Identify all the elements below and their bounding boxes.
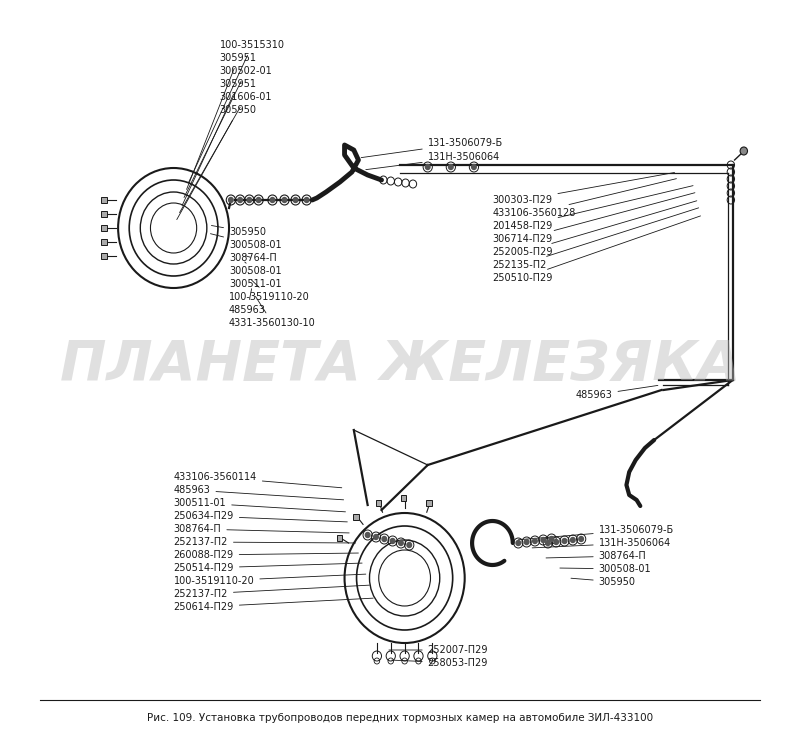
Circle shape bbox=[579, 537, 583, 542]
Text: 300511-01: 300511-01 bbox=[174, 498, 346, 512]
FancyBboxPatch shape bbox=[102, 211, 107, 217]
Text: 258053-П29: 258053-П29 bbox=[392, 658, 488, 668]
Circle shape bbox=[294, 198, 298, 203]
FancyBboxPatch shape bbox=[102, 253, 107, 259]
Text: 201458-П29: 201458-П29 bbox=[493, 186, 693, 231]
Text: 305950: 305950 bbox=[571, 577, 636, 587]
FancyBboxPatch shape bbox=[102, 225, 107, 231]
Text: 131-3506079-Б: 131-3506079-Б bbox=[518, 525, 674, 539]
FancyBboxPatch shape bbox=[102, 197, 107, 203]
Text: 300502-01: 300502-01 bbox=[184, 66, 273, 198]
Text: 260088-П29: 260088-П29 bbox=[174, 550, 358, 560]
Text: 250614-П29: 250614-П29 bbox=[174, 598, 373, 612]
FancyBboxPatch shape bbox=[401, 495, 406, 501]
Text: Рис. 109. Установка трубопроводов передних тормозных камер на автомобиле ЗИЛ-433: Рис. 109. Установка трубопроводов передн… bbox=[147, 713, 653, 723]
Text: 300511-01: 300511-01 bbox=[229, 272, 282, 289]
Text: 250510-П29: 250510-П29 bbox=[493, 216, 701, 283]
Circle shape bbox=[304, 198, 309, 203]
Text: 252007-П29: 252007-П29 bbox=[389, 645, 488, 655]
Circle shape bbox=[256, 198, 261, 203]
Circle shape bbox=[270, 198, 274, 203]
Circle shape bbox=[366, 532, 370, 537]
Text: 4331-3560130-10: 4331-3560130-10 bbox=[229, 296, 316, 328]
Circle shape bbox=[524, 539, 529, 545]
Text: 306714-П29: 306714-П29 bbox=[493, 193, 695, 244]
Text: 250634-П29: 250634-П29 bbox=[174, 511, 347, 522]
Circle shape bbox=[740, 147, 747, 155]
Circle shape bbox=[570, 537, 575, 542]
Text: 308764-П: 308764-П bbox=[229, 253, 277, 263]
Circle shape bbox=[546, 540, 550, 545]
FancyBboxPatch shape bbox=[102, 239, 107, 245]
Text: 250514-П29: 250514-П29 bbox=[174, 563, 362, 573]
Text: 131-3506079-Б: 131-3506079-Б bbox=[361, 138, 503, 157]
Text: 308764-П: 308764-П bbox=[546, 551, 646, 561]
Text: 300303-П29: 300303-П29 bbox=[493, 173, 674, 205]
Text: 252137-П2: 252137-П2 bbox=[174, 585, 370, 599]
Text: 305951: 305951 bbox=[186, 53, 257, 190]
Text: 301606-01: 301606-01 bbox=[179, 92, 272, 212]
Circle shape bbox=[229, 198, 233, 203]
Text: 100-3519110-20: 100-3519110-20 bbox=[229, 280, 310, 302]
Circle shape bbox=[554, 539, 558, 545]
Circle shape bbox=[238, 198, 242, 203]
Text: 252005-П29: 252005-П29 bbox=[493, 201, 697, 257]
Text: 485963: 485963 bbox=[174, 485, 344, 500]
Circle shape bbox=[390, 539, 395, 543]
Circle shape bbox=[282, 198, 286, 203]
Text: 305950: 305950 bbox=[211, 225, 266, 237]
Text: 252137-П2: 252137-П2 bbox=[174, 537, 356, 547]
Circle shape bbox=[247, 198, 252, 203]
Text: 131Н-3506064: 131Н-3506064 bbox=[532, 538, 671, 548]
FancyBboxPatch shape bbox=[426, 500, 432, 506]
FancyBboxPatch shape bbox=[354, 514, 359, 520]
Text: 305951: 305951 bbox=[182, 79, 257, 206]
Text: 433106-3560128: 433106-3560128 bbox=[493, 179, 677, 218]
Text: 100-3519110-20: 100-3519110-20 bbox=[174, 574, 366, 586]
Circle shape bbox=[533, 539, 538, 543]
Text: ПЛАНЕТА ЖЕЛЕЗЯКА: ПЛАНЕТА ЖЕЛЕЗЯКА bbox=[60, 338, 740, 392]
Circle shape bbox=[516, 540, 521, 545]
Circle shape bbox=[407, 542, 411, 548]
Text: 308764-П: 308764-П bbox=[174, 524, 349, 534]
Circle shape bbox=[398, 540, 403, 545]
Circle shape bbox=[541, 537, 546, 542]
Text: 305950: 305950 bbox=[177, 105, 257, 220]
Circle shape bbox=[562, 539, 567, 543]
FancyBboxPatch shape bbox=[376, 500, 381, 506]
Text: 433106-3560114: 433106-3560114 bbox=[174, 472, 342, 488]
Circle shape bbox=[472, 165, 476, 170]
Text: 485963: 485963 bbox=[229, 288, 266, 315]
Text: 300508-01: 300508-01 bbox=[229, 262, 282, 276]
Circle shape bbox=[374, 534, 378, 539]
Text: 300508-01: 300508-01 bbox=[210, 234, 282, 250]
Circle shape bbox=[449, 165, 453, 170]
Circle shape bbox=[550, 537, 554, 542]
Text: 300508-01: 300508-01 bbox=[560, 564, 651, 574]
Circle shape bbox=[382, 537, 386, 542]
Text: 485963: 485963 bbox=[576, 386, 658, 400]
Text: 252135-П2: 252135-П2 bbox=[493, 208, 698, 270]
Text: 100-3515310: 100-3515310 bbox=[189, 40, 285, 182]
Text: 131Н-3506064: 131Н-3506064 bbox=[366, 152, 500, 170]
FancyBboxPatch shape bbox=[337, 535, 342, 541]
Circle shape bbox=[426, 165, 430, 170]
